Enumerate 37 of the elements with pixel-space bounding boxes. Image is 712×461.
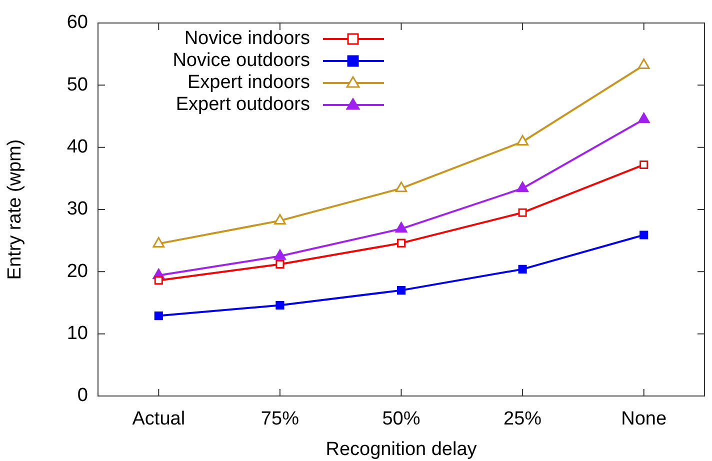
point <box>638 58 650 70</box>
legend-label: Expert outdoors <box>176 94 310 116</box>
x-tick-label: 50% <box>382 408 420 430</box>
y-tick-label: 50 <box>66 74 88 96</box>
point <box>274 249 286 260</box>
point <box>154 312 163 320</box>
x-tick-label: None <box>621 408 667 430</box>
x-axis-title: Recognition delay <box>326 438 478 460</box>
point <box>396 286 406 295</box>
legend-label: Expert indoors <box>187 72 310 94</box>
y-tick-label: 10 <box>66 323 88 344</box>
point <box>518 208 527 217</box>
y-axis-title: Entry rate (wpm) <box>4 139 26 280</box>
point <box>152 236 165 248</box>
y-tick-label: 60 <box>66 12 88 34</box>
point <box>395 222 408 233</box>
point <box>154 276 163 285</box>
y-tick-label: 40 <box>66 136 88 158</box>
y-tick-label: 20 <box>66 260 88 282</box>
point <box>516 182 528 192</box>
legend-label: Novice outdoors <box>172 50 310 72</box>
point <box>274 214 286 224</box>
x-tick-label: 25% <box>504 408 542 430</box>
point <box>518 264 527 274</box>
point <box>396 238 406 248</box>
point <box>276 300 284 310</box>
y-tick-label: 30 <box>66 198 88 220</box>
point <box>276 260 284 268</box>
legend-label: Novice indoors <box>184 28 310 50</box>
point <box>640 230 648 240</box>
point <box>516 134 528 146</box>
y-tick-label: 0 <box>77 385 88 406</box>
point <box>395 182 408 192</box>
x-tick-label: 75% <box>260 408 300 430</box>
point <box>638 112 650 124</box>
x-tick-label: Actual <box>132 408 186 430</box>
point <box>640 160 648 170</box>
